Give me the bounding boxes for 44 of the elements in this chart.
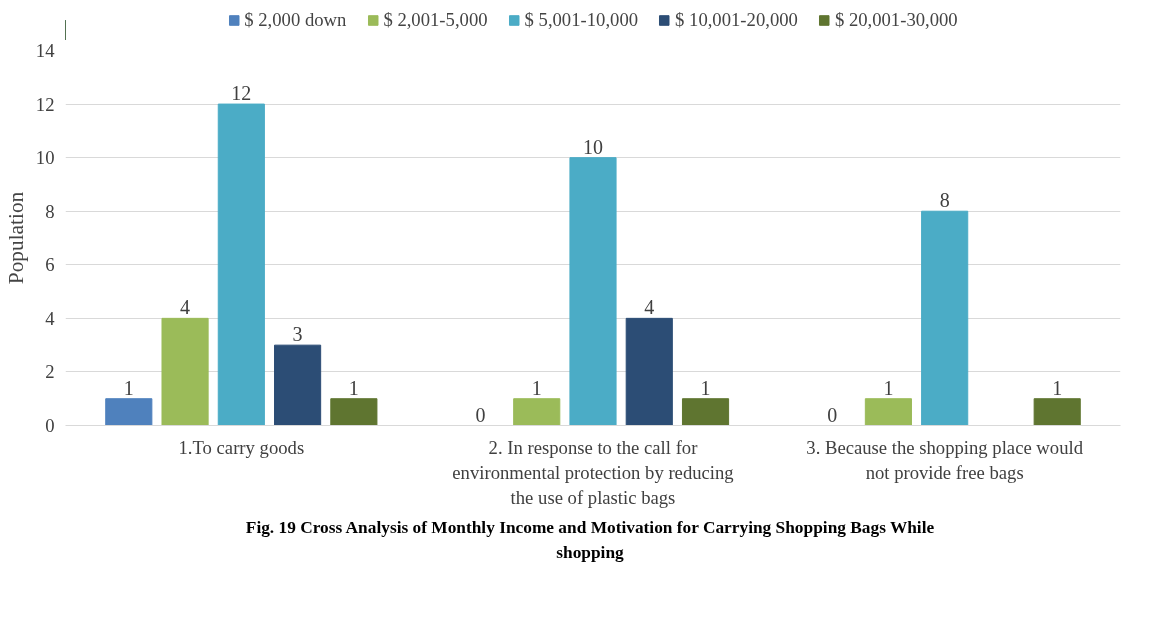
- bar: [330, 398, 378, 426]
- y-tick-label: 6: [45, 254, 55, 276]
- data-label: 1: [1052, 376, 1063, 399]
- y-tick-label: 10: [35, 147, 55, 169]
- data-label: 0: [827, 403, 838, 426]
- x-tick-label: 3. Because the shopping place would not provide free bags: [806, 436, 1084, 483]
- y-tick-label: 4: [45, 307, 56, 329]
- bar: [513, 398, 561, 426]
- bar: [105, 398, 153, 426]
- bar: [161, 317, 209, 426]
- bar: [217, 103, 265, 426]
- data-label: 1: [348, 376, 359, 399]
- y-tick-label: 0: [45, 415, 55, 436]
- bar: [1033, 398, 1081, 426]
- data-label: 0: [475, 403, 486, 426]
- x-tick-label: 2. In response to the call for environmental protection by reducing the use of plastic bags: [452, 436, 734, 508]
- bar: [864, 398, 912, 426]
- bar: [274, 344, 322, 426]
- bar: [921, 210, 969, 426]
- y-tick-label: 8: [45, 200, 55, 222]
- data-label: 10: [583, 135, 603, 158]
- legend-label: $ 5,001-10,000: [524, 9, 639, 31]
- data-label: 12: [231, 82, 252, 105]
- text: Fig. 19 Cross Analysis of Monthly Income and Motivation for Carrying Shopping Bags While shopping: [244, 517, 936, 564]
- legend-label: $ 2,001-5,000: [383, 9, 488, 31]
- bar: [681, 398, 730, 426]
- y-tick-label: 12: [35, 93, 55, 115]
- legend-label: $ 10,001-20,000: [675, 9, 798, 31]
- data-label: 1: [123, 376, 134, 399]
- y-tick-label: 2: [45, 361, 55, 383]
- legend-label: $ 20,001-30,000: [834, 9, 958, 31]
- data-label: 1: [883, 376, 894, 399]
- x-tick-label: 1.To carry goods: [178, 436, 305, 458]
- data-label: 1: [531, 376, 542, 399]
- data-label: 3: [292, 323, 303, 346]
- bar: [569, 157, 617, 426]
- data-label: 4: [180, 296, 191, 319]
- legend-label: $ 2,000 down: [244, 9, 347, 31]
- data-label: 4: [644, 296, 655, 319]
- y-tick-label: 14: [35, 40, 56, 61]
- y-axis-title: Population: [3, 191, 28, 285]
- bar: [625, 317, 673, 426]
- data-label: 1: [700, 376, 711, 399]
- data-label: 8: [939, 189, 950, 212]
